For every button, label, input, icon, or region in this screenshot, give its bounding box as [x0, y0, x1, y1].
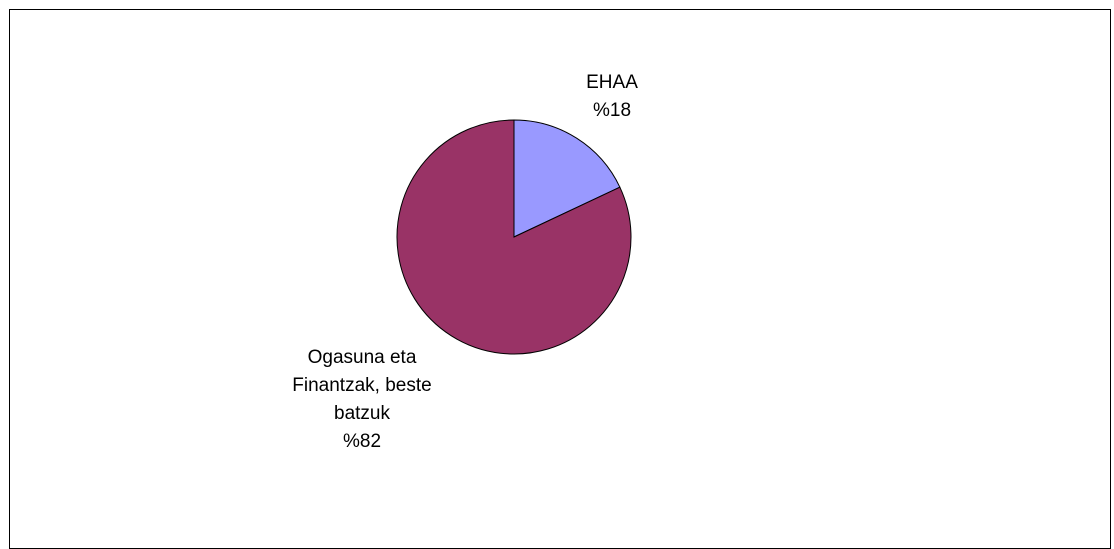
slice-labels: EHAA %18 Ogasuna eta Finantzak, beste batzuk… [292, 72, 638, 452]
pie-chart: EHAA %18 Ogasuna eta Finantzak, beste batzuk… [292, 72, 638, 452]
slice-label-1-line-2: batzuk [334, 403, 390, 424]
slice-label-1-line-3: %82 [343, 431, 381, 452]
slice-label-0-line-1: %18 [593, 100, 631, 121]
slice-label-1-line-1: Finantzak, beste [292, 375, 431, 396]
pie-slice-1 [396, 119, 632, 355]
slice-label-0: EHAA %18 [586, 72, 638, 121]
slice-label-1-line-0: Ogasuna eta [308, 347, 417, 368]
pie-slices [396, 119, 632, 355]
slice-label-1: Ogasuna eta Finantzak, beste batzuk %82 [292, 347, 431, 452]
pie-slice-0 [513, 119, 621, 238]
slice-label-0-line-0: EHAA [586, 72, 638, 93]
